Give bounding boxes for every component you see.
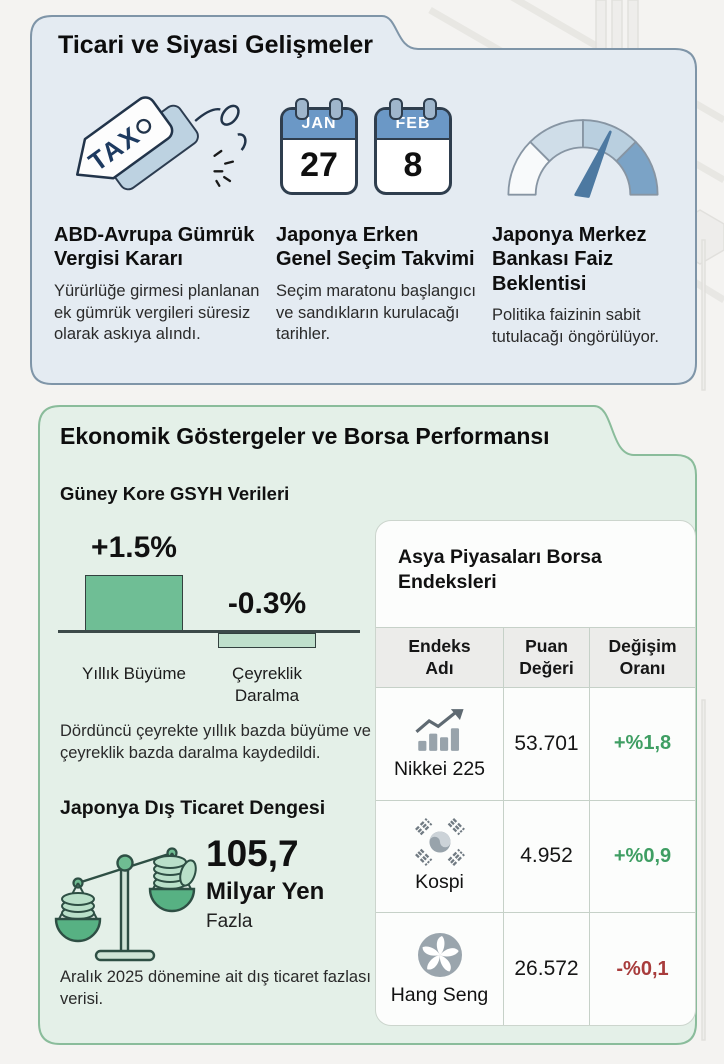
negative-bar bbox=[218, 632, 316, 648]
card1-folder-shape bbox=[30, 15, 697, 385]
trade-political-card: Ticari ve Siyasi Gelişmeler TAX bbox=[30, 15, 697, 385]
positive-bar bbox=[85, 575, 183, 631]
stock-chart-icon bbox=[414, 708, 464, 751]
balance-scale-icon bbox=[54, 847, 197, 962]
table-cell-change: +%0,9 bbox=[589, 799, 695, 913]
calendar-month: FEB bbox=[377, 110, 449, 140]
tax-decision-item: TAX ABD-Avrupa Gümrük Vergisi Kararı Yür… bbox=[54, 89, 266, 346]
index-table: Endeks Adı Puan Değeri Değişim Oranı bbox=[376, 627, 695, 1025]
gdp-section-heading: Güney Kore GSYH Verileri bbox=[60, 483, 290, 504]
table-row-hangseng-name: Hang Seng bbox=[376, 912, 503, 1025]
table-row-nikkei-name: Nikkei 225 bbox=[376, 687, 503, 800]
gauge-icon bbox=[492, 89, 690, 213]
asia-markets-panel: Asya Piyasaları Borsa Endeksleri Endeks A… bbox=[375, 520, 696, 1026]
column-header: Değişim Oranı bbox=[589, 627, 695, 687]
column-header: Endeks Adı bbox=[376, 627, 503, 687]
table-cell-value: 4.952 bbox=[503, 799, 589, 913]
calendar-day: 27 bbox=[300, 145, 338, 184]
panel-title: Asya Piyasaları Borsa Endeksleri bbox=[398, 546, 602, 594]
table-cell-change: -%0,1 bbox=[589, 912, 695, 1025]
gdp-note: Dördüncü çeyrekte yıllık bazda büyüme ve… bbox=[60, 722, 371, 762]
trade-balance-stats: 105,7 Milyar Yen Fazla bbox=[206, 833, 325, 933]
trade-balance-unit: Milyar Yen bbox=[206, 877, 325, 905]
trade-section-heading: Japonya Dış Ticaret Dengesi bbox=[60, 797, 326, 819]
item-body: Yürürlüğe girmesi planlanan ek gümrük ve… bbox=[54, 281, 260, 344]
table-cell-value: 26.572 bbox=[503, 912, 589, 1025]
calendar-icons: JAN 27 FEB 8 bbox=[276, 89, 476, 213]
item-heading: Japonya Erken Genel Seçim Takvimi bbox=[276, 224, 475, 271]
trade-balance-qualifier: Fazla bbox=[206, 910, 253, 932]
trade-note: Aralık 2025 dönemine ait dış ticaret faz… bbox=[60, 968, 371, 1008]
negative-bar-value: -0.3% bbox=[227, 587, 307, 620]
tax-tags-icon: TAX bbox=[54, 89, 266, 213]
item-body: Seçim maratonu başlangıcı ve sandıkların… bbox=[276, 281, 476, 344]
election-calendar-item: JAN 27 FEB 8 Japonya Erken Genel Seçim T… bbox=[276, 89, 476, 346]
chart-baseline bbox=[58, 630, 360, 633]
positive-bar-value: +1.5% bbox=[91, 531, 177, 564]
calendar-month: JAN bbox=[283, 110, 355, 140]
calendar-feb-icon: FEB 8 bbox=[374, 98, 452, 195]
gdp-bar-chart: +1.5% -0.3% Yıllık Büyüme Çeyreklik Dara… bbox=[58, 523, 378, 718]
item-heading: Japonya Merkez Bankası Faiz Beklentisi bbox=[492, 224, 647, 295]
economic-indicators-card: Ekonomik Göstergeler ve Borsa Performans… bbox=[38, 405, 697, 1045]
item-heading: ABD-Avrupa Gümrük Vergisi Kararı bbox=[54, 224, 255, 271]
card1-title: Ticari ve Siyasi Gelişmeler bbox=[58, 31, 374, 59]
card2-title: Ekonomik Göstergeler ve Borsa Performans… bbox=[60, 423, 550, 449]
boj-rate-item: Japonya Merkez Bankası Faiz Beklentisi P… bbox=[492, 89, 690, 349]
column-header: Puan Değeri bbox=[503, 627, 589, 687]
calendar-jan-icon: JAN 27 bbox=[280, 98, 358, 195]
calendar-day: 8 bbox=[403, 145, 423, 184]
negative-bar-label: Çeyreklik Daralma bbox=[232, 664, 302, 706]
south-korea-flag-icon bbox=[414, 818, 465, 867]
table-row-kospi-name: Kospi bbox=[376, 799, 503, 913]
gauge-needle bbox=[574, 130, 612, 198]
spark-lines bbox=[213, 149, 235, 187]
hong-kong-flag-icon bbox=[417, 933, 462, 978]
table-cell-change: +%1,8 bbox=[589, 687, 695, 800]
trade-balance-value: 105,7 bbox=[206, 833, 299, 874]
positive-bar-label: Yıllık Büyüme bbox=[82, 664, 186, 683]
item-body: Politika faizinin sabit tutulacağı öngör… bbox=[492, 306, 659, 346]
table-cell-value: 53.701 bbox=[503, 687, 589, 800]
